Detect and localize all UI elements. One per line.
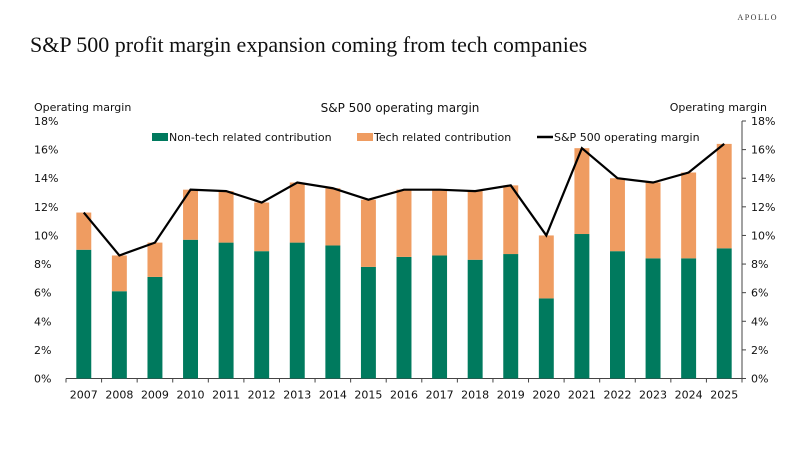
x-tick-label: 2024: [675, 389, 703, 402]
bar-tech: [574, 148, 590, 235]
bar-non-tech: [254, 251, 270, 379]
y-tick-label-right: 10%: [751, 229, 775, 242]
x-tick-label: 2012: [248, 389, 276, 402]
x-tick-label: 2007: [70, 389, 98, 402]
legend-label-line: S&P 500 operating margin: [554, 131, 700, 144]
bar-tech: [396, 189, 412, 257]
bar-non-tech: [360, 266, 376, 379]
bar-tech: [254, 202, 270, 252]
bar-non-tech: [147, 276, 163, 379]
y-tick-label-right: 2%: [751, 344, 768, 357]
bar-tech: [610, 178, 625, 252]
y-tick-label-left: 16%: [34, 144, 58, 157]
x-tick-label: 2016: [390, 389, 418, 402]
bar-tech: [218, 191, 234, 243]
bar-tech: [111, 255, 127, 292]
x-tick-label: 2013: [283, 389, 311, 402]
bar-non-tech: [111, 291, 127, 379]
bar-non-tech: [503, 254, 519, 379]
bar-tech: [289, 182, 305, 243]
y-tick-label-right: 18%: [751, 115, 775, 128]
y-axis-label-left: Operating margin: [34, 101, 131, 114]
x-tick-label: 2018: [461, 389, 489, 402]
x-tick-label: 2010: [177, 389, 205, 402]
bar-tech: [716, 143, 732, 249]
x-tick-label: 2020: [532, 389, 560, 402]
y-tick-label-right: 8%: [751, 258, 768, 271]
y-tick-label-left: 2%: [34, 344, 51, 357]
apollo-logo: APOLLO: [737, 13, 778, 22]
bar-non-tech: [681, 258, 697, 379]
bar-tech: [645, 182, 661, 259]
bar-non-tech: [610, 251, 625, 379]
y-tick-label-left: 12%: [34, 201, 58, 214]
bar-non-tech: [325, 245, 341, 379]
bar-non-tech: [289, 242, 305, 379]
bar-tech: [360, 199, 376, 267]
bar-non-tech: [645, 258, 661, 379]
x-tick-label: 2022: [603, 389, 631, 402]
x-tick-label: 2011: [212, 389, 240, 402]
legend-label-tech: Tech related contribution: [373, 131, 511, 144]
bar-tech: [147, 242, 163, 277]
y-tick-label-left: 14%: [34, 172, 58, 185]
x-tick-label: 2008: [105, 389, 133, 402]
y-tick-label-right: 14%: [751, 172, 775, 185]
x-tick-label: 2015: [354, 389, 382, 402]
y-tick-label-right: 12%: [751, 201, 775, 214]
legend-swatch-tech: [357, 133, 373, 141]
bar-non-tech: [432, 255, 448, 379]
y-axis-label-right: Operating margin: [670, 101, 767, 114]
y-tick-label-left: 18%: [34, 115, 58, 128]
page-title: S&P 500 profit margin expansion coming f…: [30, 32, 588, 57]
bar-non-tech: [574, 234, 590, 379]
bar-non-tech: [716, 248, 732, 379]
y-tick-label-left: 0%: [34, 373, 51, 386]
bar-tech: [325, 188, 341, 246]
bar-non-tech: [183, 239, 198, 379]
x-tick-label: 2021: [568, 389, 596, 402]
legend-label-non-tech: Non-tech related contribution: [169, 131, 332, 144]
y-tick-label-right: 0%: [751, 373, 768, 386]
bar-tech: [76, 212, 92, 250]
y-tick-label-left: 6%: [34, 287, 51, 300]
y-tick-label-left: 8%: [34, 258, 51, 271]
bar-non-tech: [396, 256, 412, 379]
y-tick-label-left: 4%: [34, 315, 51, 328]
y-tick-label-right: 16%: [751, 144, 775, 157]
legend-swatch-non-tech: [152, 133, 168, 141]
bar-tech: [503, 185, 519, 255]
y-tick-label-right: 4%: [751, 315, 768, 328]
x-tick-label: 2009: [141, 389, 169, 402]
bar-non-tech: [76, 249, 92, 379]
bar-tech: [538, 235, 554, 299]
chart-title: S&P 500 operating margin: [321, 101, 480, 115]
bar-tech: [467, 191, 483, 260]
bar-tech: [183, 189, 198, 240]
bar-non-tech: [538, 298, 554, 379]
y-tick-label-left: 10%: [34, 229, 58, 242]
x-tick-label: 2019: [497, 389, 525, 402]
bar-tech: [681, 172, 697, 259]
x-tick-label: 2017: [426, 389, 454, 402]
x-tick-label: 2014: [319, 389, 347, 402]
bar-tech: [432, 189, 448, 256]
y-tick-label-right: 6%: [751, 287, 768, 300]
x-tick-label: 2023: [639, 389, 667, 402]
legend: Non-tech related contribution Tech relat…: [152, 131, 700, 144]
bar-non-tech: [218, 242, 234, 379]
bar-non-tech: [467, 259, 483, 379]
x-tick-label: 2025: [710, 389, 738, 402]
